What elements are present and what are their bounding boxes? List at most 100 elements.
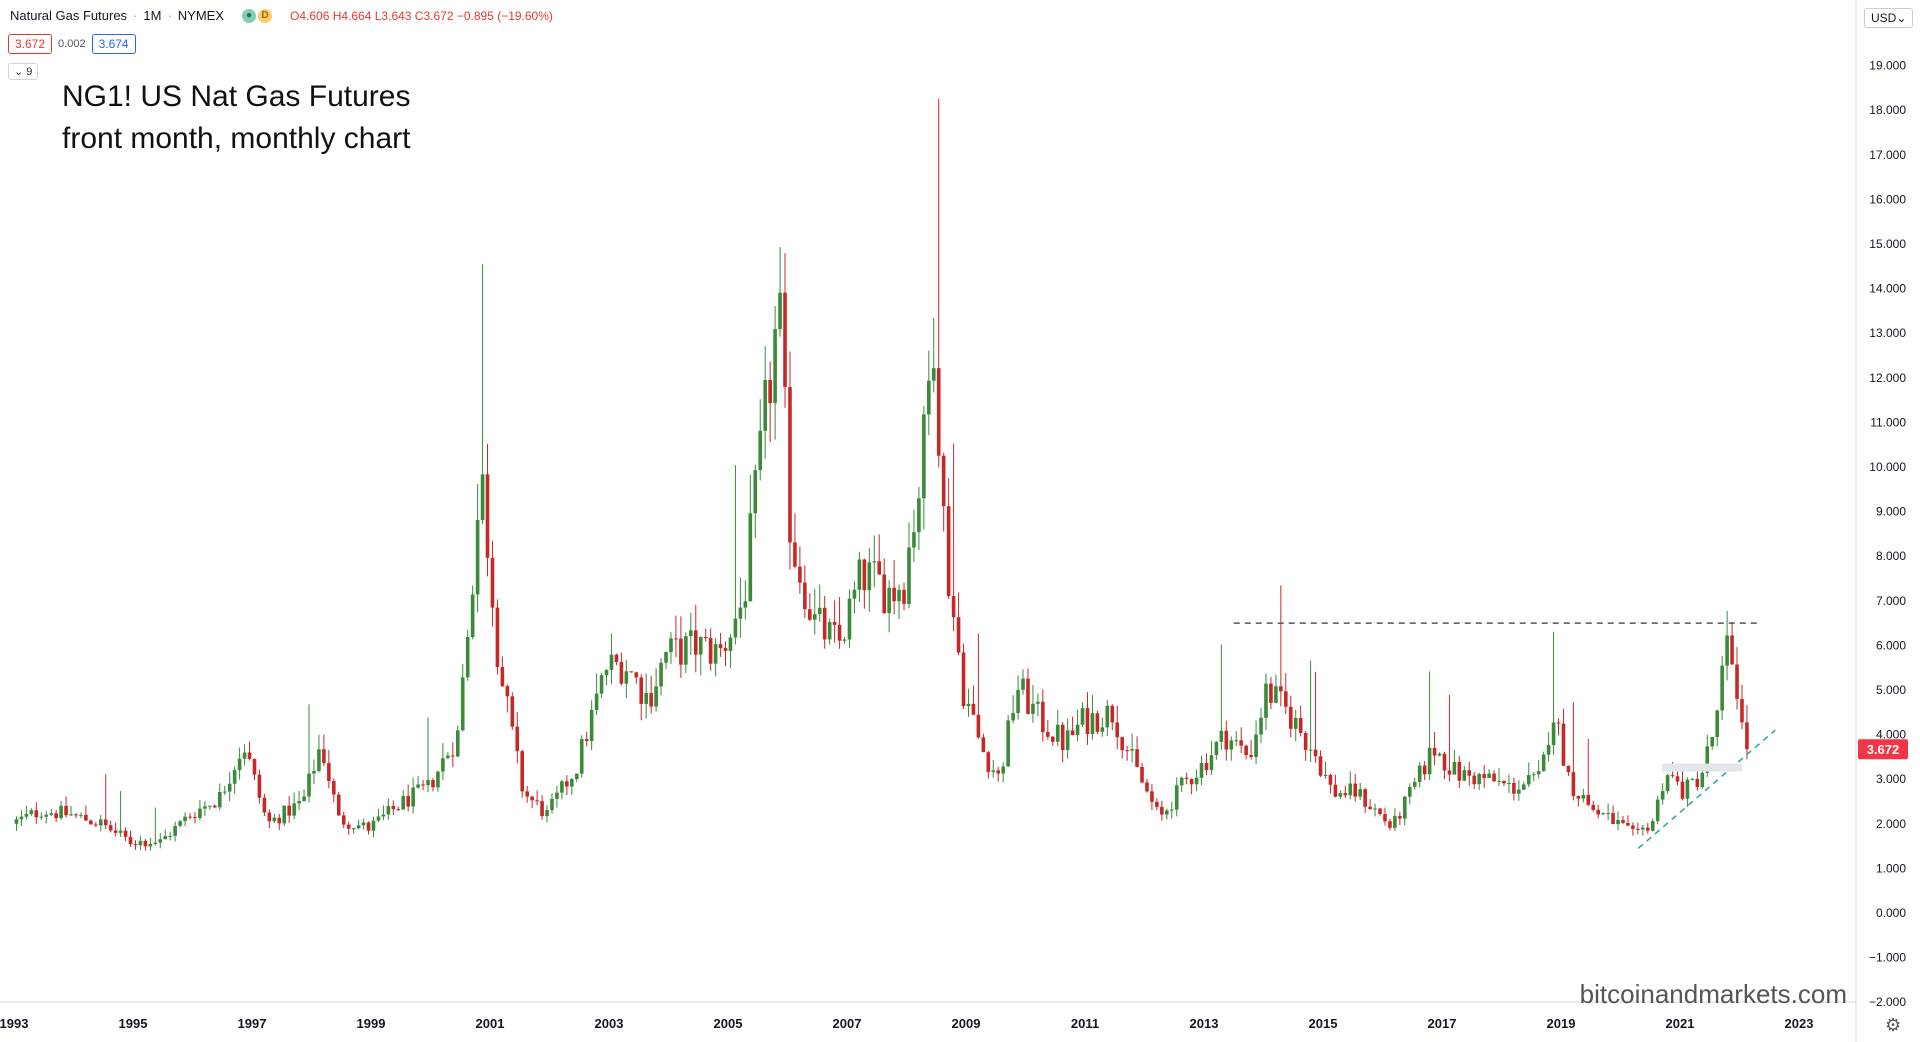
candle-body [436, 771, 440, 788]
interval-label[interactable]: 1M [143, 8, 162, 23]
x-tick-label: 1993 [0, 1016, 28, 1031]
y-tick-label: 4.000 [1876, 728, 1906, 742]
candle-body [971, 703, 976, 715]
candle-body [480, 474, 485, 521]
candle-body [1487, 773, 1491, 779]
candle-body [991, 770, 996, 773]
candle-body [193, 817, 197, 819]
candle-body [317, 749, 321, 772]
candle-body [565, 781, 569, 787]
ask-price-button[interactable]: 3.674 [91, 34, 136, 54]
candle-body [748, 513, 753, 602]
time-axis[interactable]: 1993 1995 1997 1999 2001 2003 2005 2007 2009 2011… [0, 1016, 1813, 1031]
candle-body [842, 639, 847, 641]
candle-body [1001, 766, 1005, 774]
x-tick-label: 2005 [714, 1016, 743, 1031]
y-tick-label: 3.000 [1876, 772, 1906, 786]
candle-body [614, 654, 619, 663]
candle-body [936, 368, 941, 456]
candle-body [123, 830, 128, 837]
x-tick-label: 2019 [1547, 1016, 1576, 1031]
candle-body [1502, 780, 1506, 784]
bid-price-button[interactable]: 3.672 [8, 34, 53, 54]
symbol-legend[interactable]: Natural Gas Futures · 1M · NYMEX ● D O4.… [10, 8, 553, 23]
candle-body [287, 805, 291, 816]
candle-body [1725, 635, 1729, 666]
candle-body [1561, 723, 1566, 766]
candle-body [1328, 774, 1333, 785]
candle-body [103, 819, 108, 826]
candle-body [1432, 747, 1437, 756]
candle-body [84, 814, 88, 821]
candle-body [1596, 809, 1600, 815]
candle-body [1591, 804, 1596, 810]
candle-body [1070, 730, 1075, 736]
x-tick-label: 2001 [476, 1016, 505, 1031]
candle-body [401, 795, 406, 810]
x-tick-label: 1995 [119, 1016, 148, 1031]
candle-body [500, 667, 505, 687]
candle-body [922, 414, 926, 499]
candle-body [1477, 774, 1481, 785]
candle-body [1710, 736, 1715, 747]
candle-body [1348, 783, 1353, 796]
price-axis[interactable]: 19.000 18.000 17.000 16.000 15.000 14.000 13.0… [1858, 59, 1908, 1010]
candle-body [1378, 808, 1382, 815]
y-tick-label: 19.000 [1869, 59, 1906, 73]
candle-body [1670, 775, 1675, 777]
candle-body [1665, 775, 1670, 792]
gear-icon[interactable]: ⚙ [1885, 1015, 1902, 1035]
data-delay-badge[interactable]: D [258, 8, 273, 23]
candle-body [1740, 698, 1744, 723]
exchange-label: NYMEX [177, 8, 225, 23]
candle-body [163, 836, 168, 840]
currency-button[interactable]: USD⌄ [1864, 8, 1914, 28]
candle-body [14, 819, 19, 824]
candle-body [1135, 749, 1139, 767]
candle-body [1120, 737, 1124, 751]
candle-body [743, 601, 748, 608]
indicators-collapse-button[interactable]: ⌄ 9 [8, 63, 39, 80]
candle-body [490, 557, 495, 608]
candle-body [1085, 708, 1090, 735]
symbol-name[interactable]: Natural Gas Futures [10, 8, 128, 23]
candle-body [1160, 806, 1164, 815]
x-tick-label: 2007 [833, 1016, 862, 1031]
candle-body [946, 506, 951, 597]
candle-body [1050, 736, 1055, 742]
eye-icon[interactable]: ● [242, 8, 257, 23]
y-tick-label: 9.000 [1876, 505, 1906, 519]
candle-body [624, 671, 629, 684]
candle-body [346, 824, 351, 829]
candle-body [376, 816, 381, 821]
candle-body [322, 749, 326, 764]
candle-body [1388, 821, 1392, 828]
candle-body [128, 836, 133, 845]
candle-body [545, 810, 549, 817]
candle-body [763, 379, 767, 431]
candle-body [1695, 778, 1700, 788]
candle-body [1021, 678, 1025, 690]
x-tick-label: 1997 [238, 1016, 267, 1031]
candle-body [862, 559, 867, 591]
support-trendline[interactable] [1637, 729, 1776, 849]
candle-body [897, 589, 901, 602]
candle-body [1482, 774, 1486, 779]
candle-body [1442, 753, 1447, 771]
drawings[interactable] [1233, 622, 1776, 849]
candle-body [1293, 717, 1298, 729]
candle-body [336, 794, 341, 816]
candle-body [981, 737, 986, 753]
candle-body [1224, 730, 1229, 750]
candle-body [168, 835, 172, 837]
candle-body [89, 820, 93, 825]
candle-body [753, 470, 758, 514]
candle-body [857, 559, 862, 590]
candle-body [1457, 761, 1462, 781]
candle-body [1412, 781, 1417, 787]
candle-body [1214, 741, 1219, 756]
candle-body [1422, 765, 1427, 775]
candle-body [1115, 722, 1120, 738]
candle-body [217, 792, 222, 808]
